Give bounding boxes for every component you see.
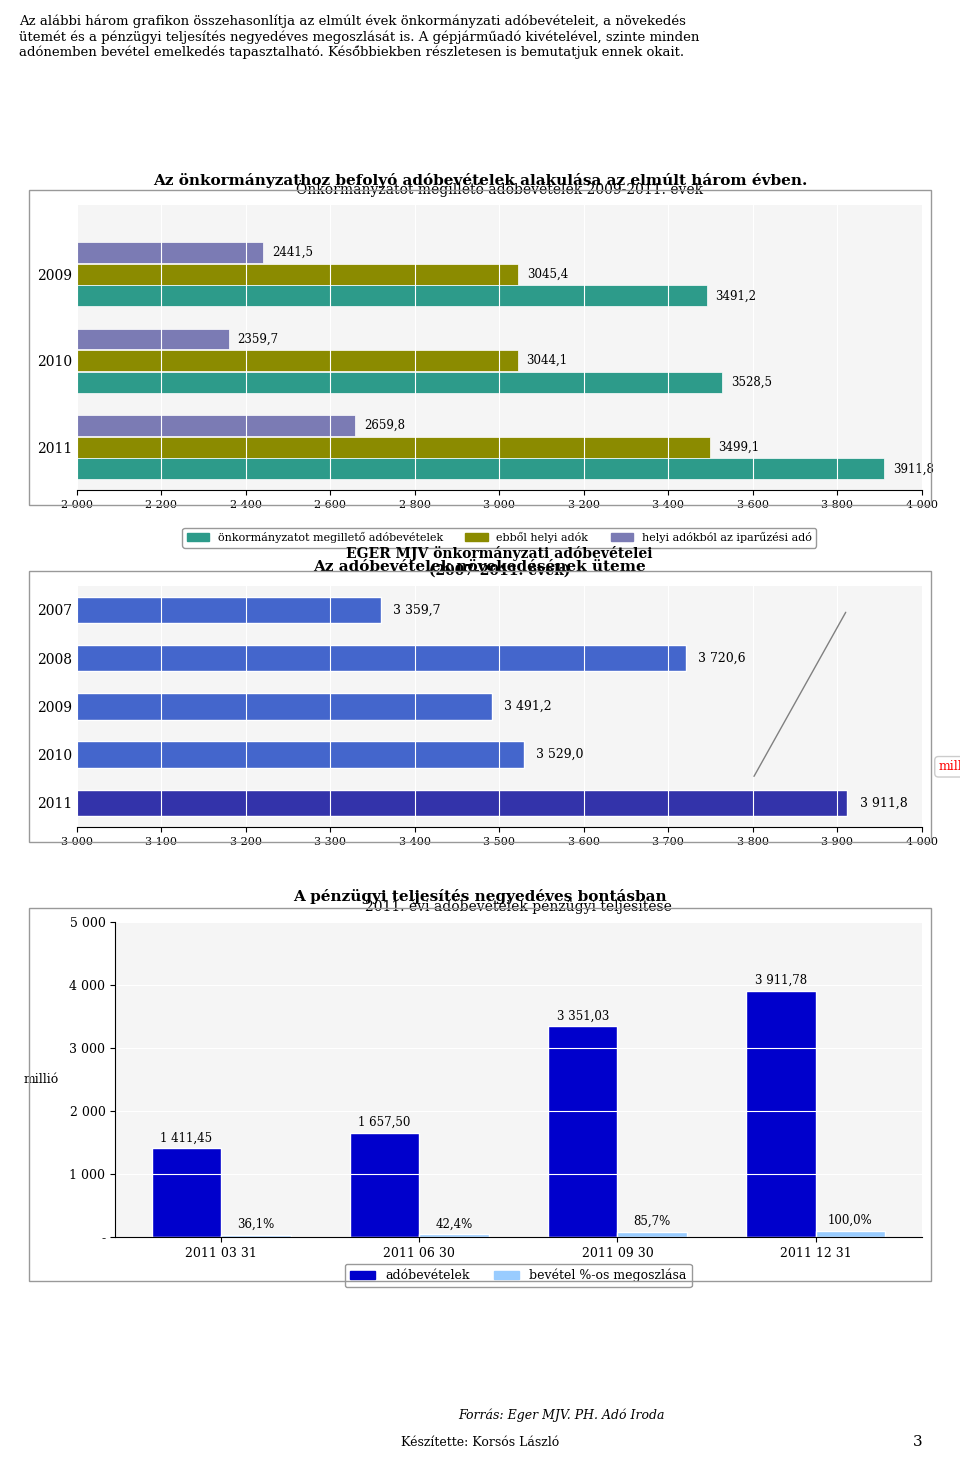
Text: 3 359,7: 3 359,7 bbox=[394, 603, 441, 616]
Bar bbox=[0, 328, 228, 350]
Text: Készítette: Korsós László: Készítette: Korsós László bbox=[401, 1436, 559, 1449]
Bar bbox=[152, 1148, 221, 1237]
Title: Önkormányzatot megillető adóbevételek 2009-2011. évek: Önkormányzatot megillető adóbevételek 20… bbox=[296, 180, 703, 196]
Text: 3: 3 bbox=[913, 1435, 923, 1449]
Bar bbox=[221, 1234, 291, 1237]
Text: Az adóbevételek növekedésének üteme: Az adóbevételek növekedésének üteme bbox=[314, 561, 646, 574]
Bar bbox=[0, 242, 263, 264]
Bar bbox=[617, 1231, 686, 1237]
Bar bbox=[0, 416, 355, 436]
Bar bbox=[746, 991, 816, 1237]
Text: 3 491,2: 3 491,2 bbox=[504, 700, 552, 713]
Bar bbox=[0, 350, 517, 370]
Text: 3528,5: 3528,5 bbox=[731, 376, 772, 389]
Y-axis label: millió: millió bbox=[24, 1073, 60, 1086]
Text: 2359,7: 2359,7 bbox=[237, 332, 278, 346]
Text: 3491,2: 3491,2 bbox=[715, 290, 756, 302]
Bar bbox=[0, 458, 884, 479]
Bar bbox=[0, 597, 381, 624]
Bar bbox=[420, 1234, 489, 1237]
Bar bbox=[0, 692, 492, 720]
Bar bbox=[0, 644, 685, 672]
Bar bbox=[0, 264, 518, 284]
Title: 2011. évi adóbevételek pénzügyi teljesítése: 2011. évi adóbevételek pénzügyi teljesít… bbox=[365, 899, 672, 914]
Text: 3911,8: 3911,8 bbox=[893, 463, 934, 476]
Text: 3045,4: 3045,4 bbox=[527, 268, 568, 281]
Text: 100,0%: 100,0% bbox=[828, 1214, 873, 1227]
Text: 3044,1: 3044,1 bbox=[526, 354, 567, 367]
Text: A pénzügyi teljesítés negyedéves bontásban: A pénzügyi teljesítés negyedéves bontásb… bbox=[293, 889, 667, 905]
Text: Az alábbi három grafikon összehasonlítja az elmúlt évek önkormányzati adóbevétel: Az alábbi három grafikon összehasonlítja… bbox=[19, 15, 700, 60]
Legend: adóbevételek, bevétel %-os megoszlása: adóbevételek, bevétel %-os megoszlása bbox=[345, 1263, 692, 1287]
Bar bbox=[0, 372, 723, 392]
Bar bbox=[816, 1231, 885, 1237]
Text: 1 411,45: 1 411,45 bbox=[160, 1132, 212, 1145]
Bar bbox=[0, 789, 847, 815]
Bar bbox=[0, 285, 707, 306]
Bar bbox=[548, 1026, 617, 1237]
Text: 3 911,78: 3 911,78 bbox=[755, 974, 807, 987]
Bar bbox=[0, 741, 524, 769]
Text: 42,4%: 42,4% bbox=[436, 1218, 472, 1231]
Text: 1 657,50: 1 657,50 bbox=[358, 1116, 411, 1129]
Text: 2441,5: 2441,5 bbox=[272, 246, 313, 259]
Legend: önkormányzatot megillető adóbevételek, ebből helyi adók, helyi adókból az iparűz: önkormányzatot megillető adóbevételek, e… bbox=[182, 527, 816, 548]
Text: Az önkormányzathoz befolyó adóbevételek alakulása az elmúlt három évben.: Az önkormányzathoz befolyó adóbevételek … bbox=[153, 173, 807, 187]
Text: 3 351,03: 3 351,03 bbox=[557, 1009, 609, 1022]
Text: millió: millió bbox=[939, 760, 960, 773]
Bar bbox=[0, 436, 710, 458]
Text: 3 720,6: 3 720,6 bbox=[698, 651, 746, 665]
Text: 3 911,8: 3 911,8 bbox=[860, 796, 907, 810]
Text: 3 529,0: 3 529,0 bbox=[537, 748, 584, 761]
Title: EGER MJV önkormányzati adóbevételei
(2007-2011. évek): EGER MJV önkormányzati adóbevételei (200… bbox=[346, 546, 653, 577]
Text: 2659,8: 2659,8 bbox=[364, 419, 405, 432]
Bar bbox=[350, 1133, 420, 1237]
Text: 36,1%: 36,1% bbox=[237, 1218, 275, 1231]
Text: Forrás: Eger MJV. PH. Adó Iroda: Forrás: Eger MJV. PH. Adó Iroda bbox=[458, 1408, 664, 1422]
Text: 3499,1: 3499,1 bbox=[718, 441, 759, 454]
Text: 85,7%: 85,7% bbox=[634, 1215, 671, 1228]
